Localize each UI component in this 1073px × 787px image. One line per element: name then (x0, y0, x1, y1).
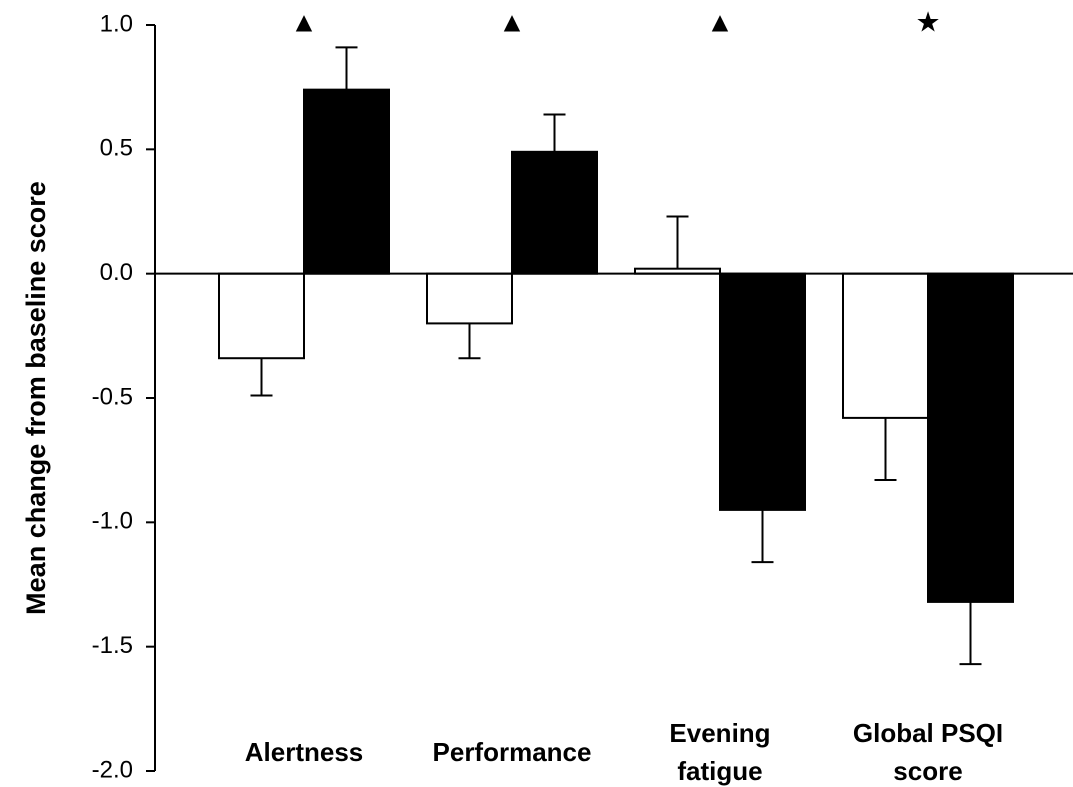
bar (426, 272, 513, 325)
y-tick-label: 0.5 (100, 135, 133, 162)
bar (303, 88, 390, 275)
annotation: ▲ (706, 6, 734, 37)
annotation: ▲ (498, 6, 526, 37)
x-tick-label: Alertness (244, 737, 364, 767)
x-tick-label: Performance (432, 737, 592, 767)
y-axis-label: Mean change from baseline score (21, 181, 51, 615)
x-tick-label: Global PSQI score (852, 718, 1004, 786)
y-tick-label: -1.5 (92, 632, 133, 659)
y-tick-label: 1.0 (100, 10, 133, 37)
bar (927, 272, 1014, 603)
y-tick-label: -1.0 (92, 508, 133, 535)
annotation: ▲ (290, 6, 318, 37)
x-tick-label: Evening fatigue (669, 718, 771, 786)
y-tick-label: -2.0 (92, 756, 133, 783)
bar (218, 272, 305, 360)
bar (511, 150, 598, 275)
y-tick-label: 0.0 (100, 259, 133, 286)
annotation: ★ (915, 6, 940, 37)
bar (719, 272, 806, 511)
y-tick-label: -0.5 (92, 383, 133, 410)
bar (842, 272, 929, 419)
